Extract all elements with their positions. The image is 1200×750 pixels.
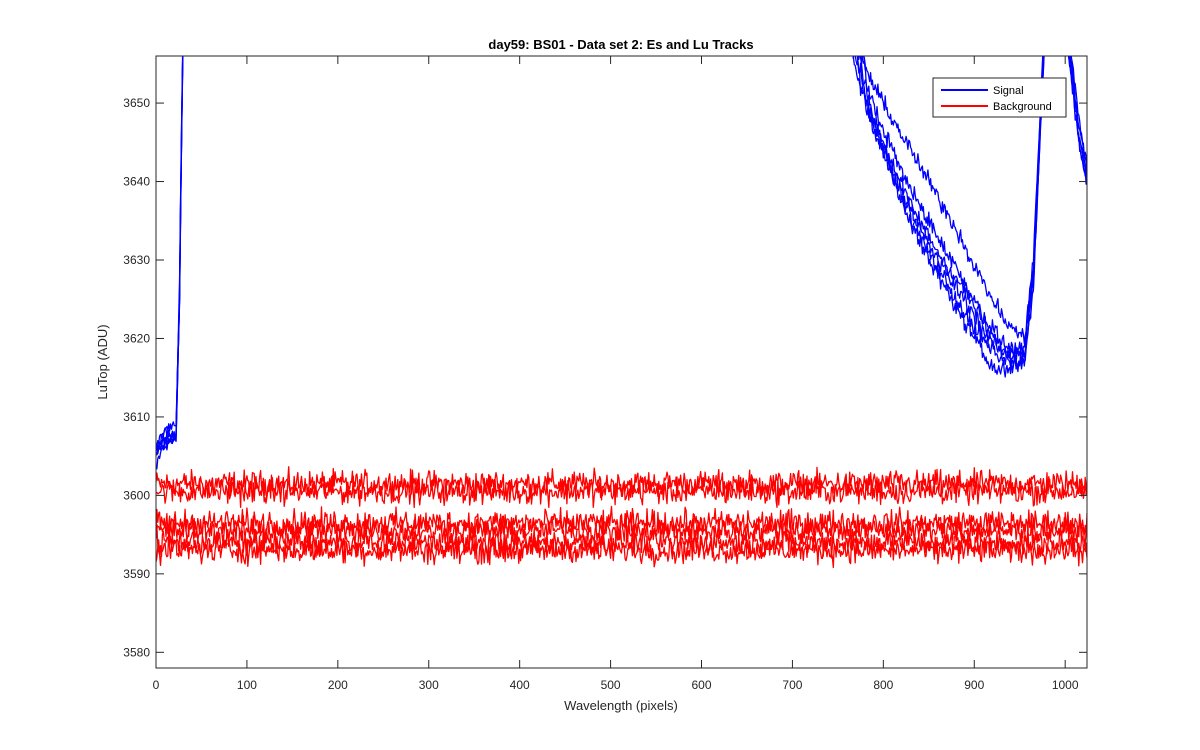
y-tick-label: 3610 bbox=[123, 410, 150, 424]
chart-title: day59: BS01 - Data set 2: Es and Lu Trac… bbox=[488, 37, 753, 52]
signal-series-line bbox=[156, 56, 1087, 470]
series-layer bbox=[156, 56, 1087, 569]
x-tick-label: 700 bbox=[782, 678, 802, 692]
plot-area bbox=[156, 56, 1087, 668]
legend-background-label: Background bbox=[993, 101, 1052, 113]
x-tick-label: 1000 bbox=[1052, 678, 1079, 692]
y-tick-label: 3620 bbox=[123, 331, 150, 345]
x-tick-label: 800 bbox=[873, 678, 893, 692]
signal-series-line bbox=[156, 56, 1087, 456]
y-tick-label: 3580 bbox=[123, 645, 150, 659]
y-tick-label: 3600 bbox=[123, 488, 150, 502]
x-tick-label: 0 bbox=[153, 678, 160, 692]
x-tick-label: 200 bbox=[328, 678, 348, 692]
signal-series-line bbox=[156, 56, 1087, 450]
x-tick-label: 600 bbox=[691, 678, 711, 692]
legend-box bbox=[932, 77, 1067, 118]
signal-series-line bbox=[156, 56, 1087, 451]
y-tick-label: 3650 bbox=[123, 96, 150, 110]
background-series-line bbox=[156, 531, 1087, 569]
signal-series-line bbox=[156, 56, 1087, 456]
background-series-line bbox=[156, 474, 1087, 509]
background-series-line bbox=[156, 466, 1087, 503]
x-tick-label: 900 bbox=[964, 678, 984, 692]
x-tick-label: 400 bbox=[510, 678, 530, 692]
signal-series-line bbox=[156, 56, 1087, 451]
x-tick-label: 500 bbox=[601, 678, 621, 692]
y-axis-label: LuTop (ADU) bbox=[95, 324, 110, 399]
x-axis-label: Wavelength (pixels) bbox=[564, 698, 678, 713]
x-tick-label: 100 bbox=[237, 678, 257, 692]
plot-frame bbox=[155, 55, 1088, 669]
background-series-line bbox=[156, 523, 1087, 561]
y-axis-ticks: 3580 3590 3600 3610 3620 3630 3640 3650 bbox=[123, 96, 1087, 659]
legend: Signal Background bbox=[932, 77, 1067, 118]
y-tick-label: 3640 bbox=[123, 175, 150, 189]
y-tick-label: 3590 bbox=[123, 567, 150, 581]
x-tick-label: 300 bbox=[419, 678, 439, 692]
y-tick-label: 3630 bbox=[123, 253, 150, 267]
x-axis-ticks: 0 100 200 300 400 500 600 700 800 900 1000 bbox=[153, 56, 1079, 692]
legend-signal-label: Signal bbox=[993, 85, 1024, 97]
